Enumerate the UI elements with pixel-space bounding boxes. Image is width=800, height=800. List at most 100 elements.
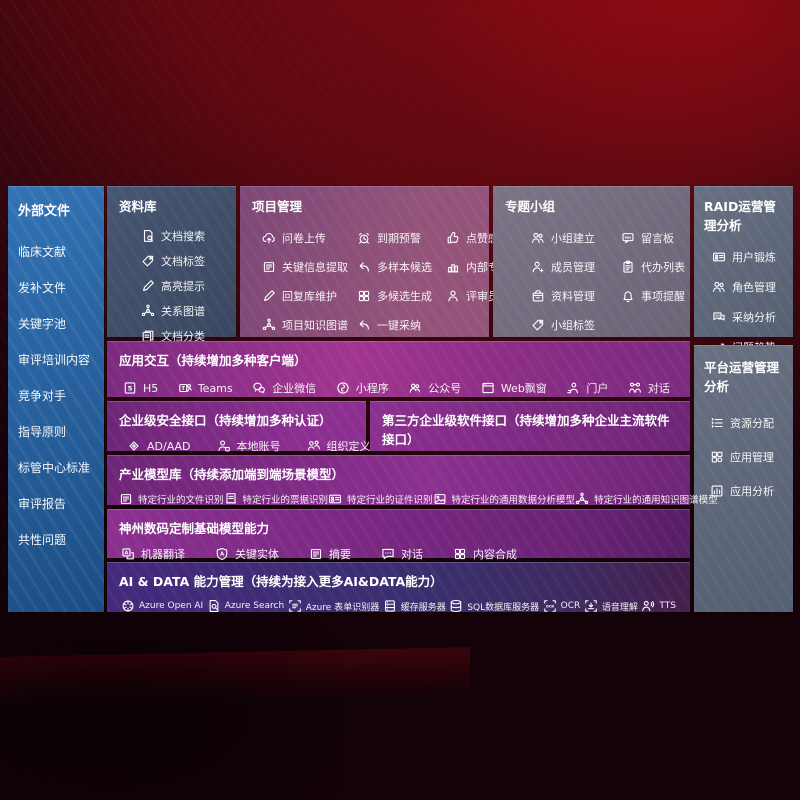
feature-item: 角色管理 <box>712 279 783 295</box>
feature-item: 多样本候选 <box>357 259 446 275</box>
sidebar-item: 竞争对手 <box>18 389 67 403</box>
feature-item: 回复库维护 <box>262 288 357 304</box>
alarm-icon <box>357 231 371 245</box>
chat-dots-icon <box>381 547 395 561</box>
feature-label: 资源分配 <box>730 417 774 430</box>
bell-icon <box>621 289 635 303</box>
archive-icon <box>531 289 545 303</box>
security-interface-title: 企业级安全接口（持续增加多种认证） <box>119 413 332 428</box>
svg-text:OCR: OCR <box>546 605 555 609</box>
industry-models-row: 产业模型库（持续添加端到端场景模型） 特定行业的文件识别 特定行业的票据识别 特… <box>107 455 718 506</box>
platform-ops-title: 平台运营管理分析 <box>704 360 780 394</box>
model-item: 特定行业的通用数据分析模型 <box>433 492 575 506</box>
capability-label: 机器翻译 <box>141 548 185 561</box>
feature-item: QA 采纳分析 <box>712 309 783 325</box>
person-add-icon <box>531 260 545 274</box>
security-interface-box: 企业级安全接口（持续增加多种认证） AD/AAD 本地账号 组织定义 <box>107 401 371 453</box>
feature-label: 多样本候选 <box>377 261 432 274</box>
receipt-icon <box>224 492 238 506</box>
app-interaction-title: 应用交互（持续增加多种客户端） <box>119 353 307 368</box>
feature-label: 小组标签 <box>551 319 595 332</box>
model-label: 特定行业的通用知识图谱模型 <box>594 495 718 506</box>
feature-item: 资料管理 <box>531 288 621 304</box>
portal-icon <box>566 381 580 395</box>
model-label: 特定行业的文件识别 <box>138 495 224 506</box>
feature-item: 一键采纳 <box>357 317 446 333</box>
client-item: 5 H5 <box>123 381 158 395</box>
service-item: Azure 表单识别器 <box>288 599 379 613</box>
project-management-panel: 项目管理 问卷上传 到期预警 点赞感谢 关键信息提取 多样本候选 内部专家排名 <box>240 186 532 337</box>
dialog-icon <box>628 381 642 395</box>
base-model-title: 神州数码定制基础模型能力 <box>119 521 270 536</box>
translate-icon: A <box>121 547 135 561</box>
doc-search-icon <box>141 229 155 243</box>
ai-data-title: AI & DATA 能力管理（持续为接入更多AI&DATA能力） <box>119 574 443 589</box>
person-icon <box>446 289 460 303</box>
service-item: 缓存服务器 <box>383 599 446 613</box>
feature-label: 应用管理 <box>730 451 774 464</box>
capability-label: 内容合成 <box>473 548 517 561</box>
feature-label: 资料管理 <box>551 290 595 303</box>
sidebar-item: 关键字池 <box>18 317 67 331</box>
service-item: Azure Open AI <box>121 599 203 613</box>
minip-icon <box>336 381 350 395</box>
feature-label: 用户锻炼 <box>732 251 776 264</box>
service-item: Azure Search <box>207 599 284 613</box>
browser-icon <box>481 381 495 395</box>
capability-item: 摘要 <box>309 546 351 562</box>
client-item: 小程序 <box>336 380 389 396</box>
auth-item: AD/AAD <box>127 439 191 453</box>
feature-label: 事项提醒 <box>641 290 685 303</box>
openai-icon <box>121 599 135 613</box>
model-item: 特定行业的票据识别 <box>224 492 328 506</box>
feature-label: 文档搜索 <box>161 230 205 243</box>
client-label: Teams <box>197 381 233 395</box>
feature-label: 留言板 <box>641 232 674 245</box>
raid-ops-panel: RAID运营管理分析 用户锻炼 角色管理 QA 采纳分析 问题趋势 <box>694 186 793 354</box>
model-item: 特定行业的通用知识图谱模型 <box>575 492 718 506</box>
client-item: 对话 <box>628 380 670 396</box>
auth-label: 本地账号 <box>236 440 281 453</box>
svg-text:5: 5 <box>128 385 133 393</box>
pencil-icon <box>141 279 155 293</box>
svg-text:A: A <box>220 552 225 558</box>
svg-text:BBS: BBS <box>625 235 632 239</box>
feature-item: 关键信息提取 <box>262 259 357 275</box>
feature-item: 小组标签 <box>531 317 621 333</box>
svg-text:T: T <box>181 386 185 392</box>
capability-label: 关键实体 <box>235 548 279 561</box>
graph-icon <box>575 492 589 506</box>
feature-item: 关系图谱 <box>141 303 224 319</box>
sidebar-item: 审评培训内容 <box>18 353 91 367</box>
feature-label: 回复库维护 <box>282 290 337 303</box>
service-item: SQL数据库服务器 <box>449 599 539 613</box>
thumb-icon <box>446 231 460 245</box>
sidebar-item: 指导原则 <box>18 425 67 439</box>
auth-item: 组织定义 <box>307 438 371 454</box>
external-files-panel: 外部文件 临床文献 发补文件 关键字池 审评培训内容 竞争对手 指导原则 标管中心标准 审评报… <box>8 186 104 612</box>
graph-icon <box>141 304 155 318</box>
people-icon <box>712 280 726 294</box>
external-files-title: 外部文件 <box>18 204 71 219</box>
sidebar-item: 审评报告 <box>18 497 67 511</box>
client-label: 对话 <box>647 382 670 395</box>
feature-item: 高亮提示 <box>141 278 224 294</box>
capability-item: 对话 <box>381 546 423 562</box>
model-item: 特定行业的证件识别 <box>328 492 433 506</box>
service-item: OCR OCR <box>543 599 580 613</box>
feature-label: 文档标签 <box>161 255 205 268</box>
doc-lines-icon <box>262 260 276 274</box>
id-card-icon <box>712 250 726 264</box>
service-label: 语音理解 <box>601 602 638 613</box>
img-icon <box>433 492 447 506</box>
ai-data-row: AI & DATA 能力管理（持续为接入更多AI&DATA能力） Azure O… <box>107 562 690 613</box>
service-label: TTS <box>659 601 676 611</box>
cache-icon <box>383 599 397 613</box>
tag-icon <box>141 254 155 268</box>
feature-label: 关键信息提取 <box>282 261 348 274</box>
repository-panel: 资料库 文档搜索 文档标签 高亮提示 关系图谱 文档分类 <box>107 186 236 343</box>
client-label: 公众号 <box>428 382 462 395</box>
feature-item: 多候选生成 <box>357 288 446 304</box>
sidebar-item: 标管中心标准 <box>18 461 91 475</box>
feature-item: 事项提醒 <box>621 288 685 304</box>
